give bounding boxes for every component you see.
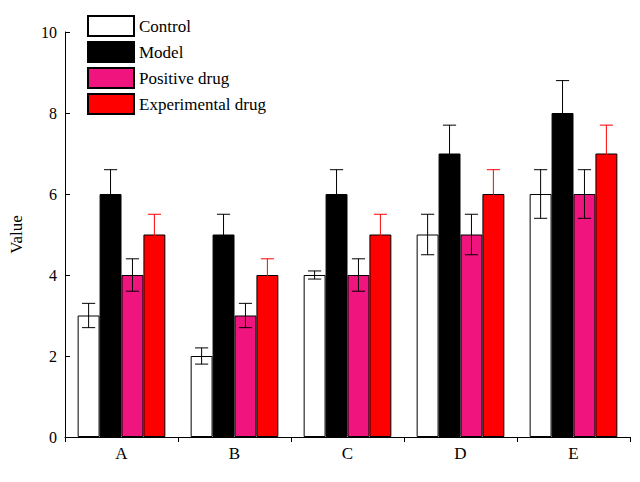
svg-text:D: D <box>454 444 466 463</box>
svg-text:E: E <box>568 444 578 463</box>
svg-text:4: 4 <box>49 267 57 284</box>
svg-text:C: C <box>342 444 353 463</box>
svg-text:Model: Model <box>139 43 184 62</box>
svg-text:Positive drug: Positive drug <box>139 69 230 88</box>
svg-text:Value: Value <box>7 215 26 254</box>
svg-text:Control: Control <box>139 17 191 36</box>
svg-text:B: B <box>229 444 240 463</box>
svg-text:0: 0 <box>49 429 57 446</box>
svg-text:8: 8 <box>49 105 57 122</box>
svg-text:2: 2 <box>49 348 57 365</box>
svg-text:A: A <box>115 444 128 463</box>
svg-text:Experimental drug: Experimental drug <box>139 95 266 114</box>
svg-text:6: 6 <box>49 186 57 203</box>
svg-text:10: 10 <box>41 24 57 41</box>
